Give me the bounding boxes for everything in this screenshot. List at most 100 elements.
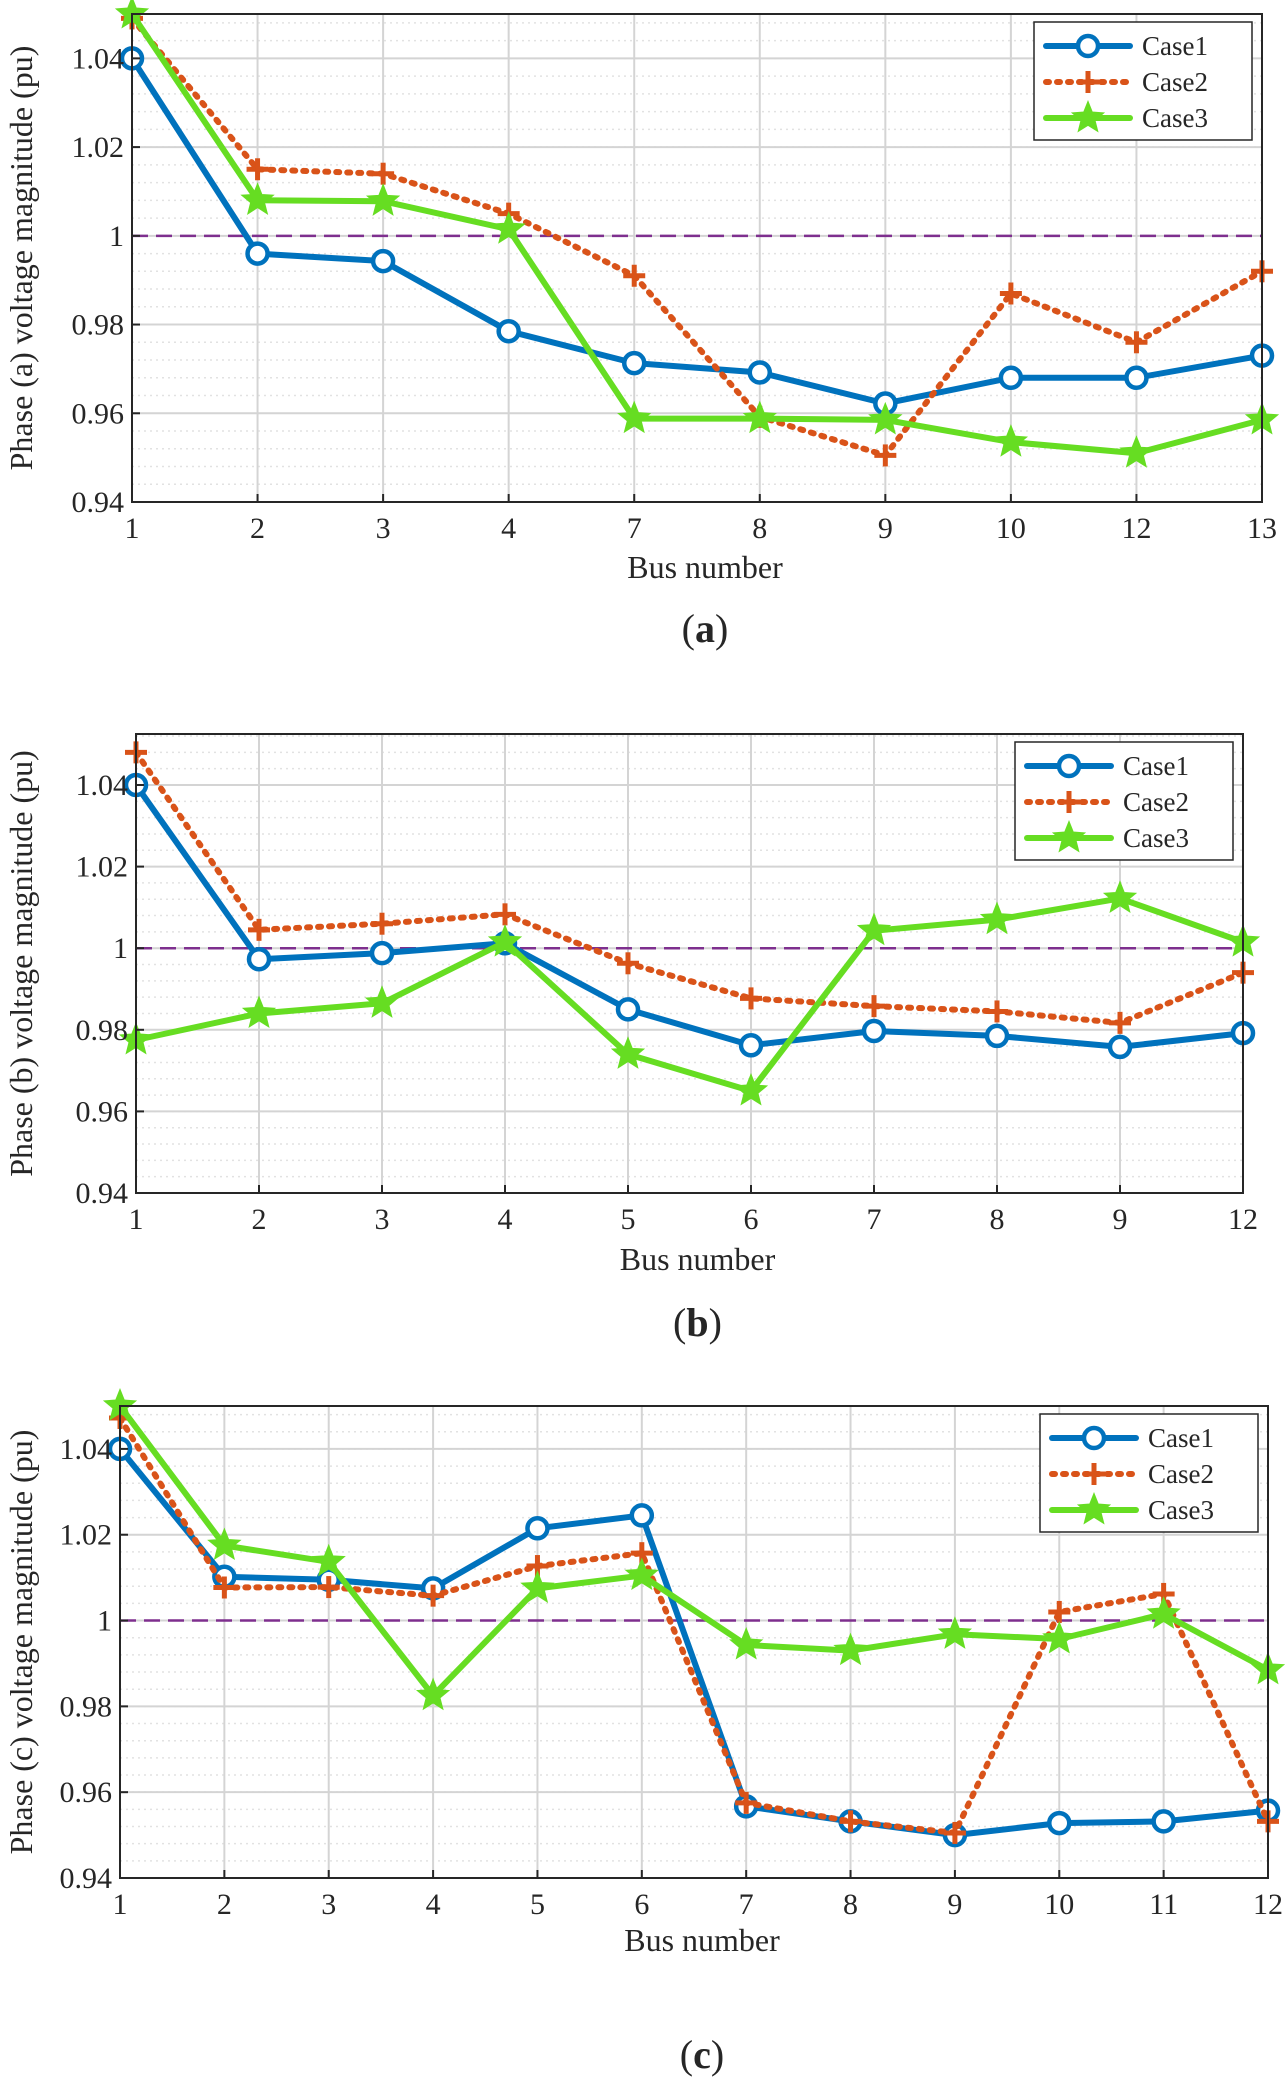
x-tick-label: 4	[498, 1203, 513, 1236]
data-point	[365, 183, 401, 216]
y-tick-label: 1.04	[60, 1433, 113, 1466]
series-line	[129, 11, 1265, 457]
data-point	[984, 1023, 1010, 1049]
series-line	[117, 1445, 1271, 1839]
y-axis-title: Phase (b) voltage magnitude (pu)	[3, 750, 39, 1177]
y-tick-label: 0.98	[72, 309, 125, 342]
x-axis-title: Bus number	[627, 549, 783, 585]
legend: Case1 Case2 Case3	[1014, 741, 1234, 861]
legend-label: Case3	[1148, 1495, 1214, 1525]
x-tick-label: 12	[1121, 512, 1151, 545]
x-tick-label: 8	[843, 1888, 858, 1921]
data-point	[246, 946, 272, 972]
axes-box	[131, 13, 1263, 503]
data-point	[1125, 331, 1148, 354]
x-tick-label: 8	[752, 512, 767, 545]
legend-item-case2: Case2	[1043, 67, 1208, 97]
legend-label: Case1	[1148, 1423, 1214, 1453]
legend-marker	[1051, 819, 1087, 853]
data-point	[520, 1570, 555, 1603]
data-point	[747, 360, 773, 385]
axes-box	[135, 733, 1244, 1194]
x-tick-label: 10	[996, 512, 1026, 545]
data-point	[207, 1527, 242, 1561]
x-tick-label: 1	[129, 1203, 144, 1236]
legend-marker	[1058, 791, 1080, 813]
x-tick-label: 12	[1228, 1203, 1258, 1236]
data-point	[248, 918, 270, 941]
legend-item-case1: Case1	[1049, 1423, 1214, 1453]
data-point	[863, 995, 885, 1018]
data-point	[1109, 1011, 1131, 1034]
x-tick-label: 7	[867, 1203, 882, 1236]
x-tick-label: 1	[125, 512, 140, 545]
legend-item-case1: Case1	[1024, 751, 1189, 781]
data-point	[610, 1036, 646, 1069]
legend-item-case1: Case1	[1043, 31, 1208, 61]
data-point	[839, 1810, 862, 1833]
data-point	[861, 1018, 887, 1044]
x-tick-label: 6	[634, 1888, 649, 1921]
data-point	[733, 1072, 769, 1106]
x-tick-label: 3	[321, 1888, 336, 1921]
data-point	[415, 1677, 451, 1711]
x-tick-label: 2	[217, 1888, 232, 1921]
x-tick-label: 2	[250, 512, 265, 545]
y-tick-label: 1	[113, 932, 128, 965]
x-tick-label: 3	[375, 1203, 390, 1236]
y-tick-label: 1.04	[72, 42, 125, 75]
legend-label: Case2	[1123, 787, 1189, 817]
data-point	[986, 1000, 1008, 1023]
data-point	[317, 1576, 340, 1599]
x-tick-label: 8	[990, 1203, 1005, 1236]
legend-item-case2: Case2	[1049, 1459, 1214, 1489]
x-tick-label: 9	[878, 512, 893, 545]
panel-caption: (c)	[680, 2032, 724, 2077]
y-tick-label: 1.02	[72, 131, 125, 164]
data-point	[729, 1626, 764, 1660]
data-point	[371, 912, 393, 935]
series-line	[133, 749, 1246, 1026]
legend-marker	[1076, 1491, 1112, 1525]
data-point	[868, 401, 903, 435]
data-point	[1048, 1600, 1071, 1623]
y-tick-label: 0.96	[60, 1776, 113, 1809]
x-tick-label: 4	[501, 512, 516, 545]
legend-label: Case2	[1148, 1459, 1214, 1489]
y-axis-title: Phase (c) voltage magnitude (pu)	[3, 1430, 39, 1855]
x-tick-label: 11	[1149, 1888, 1178, 1921]
legend-item-case3: Case3	[1043, 99, 1208, 133]
data-point	[422, 1584, 445, 1607]
x-tick-label: 2	[252, 1203, 267, 1236]
x-tick-label: 13	[1247, 512, 1277, 545]
x-tick-label: 4	[426, 1888, 441, 1921]
series-line	[117, 1415, 1271, 1836]
data-point	[740, 987, 762, 1010]
data-point	[1119, 435, 1154, 468]
x-tick-label: 7	[739, 1888, 754, 1921]
data-point	[937, 1616, 973, 1649]
data-point	[213, 1576, 236, 1599]
data-point	[738, 1033, 764, 1058]
data-point	[370, 248, 396, 274]
legend-label: Case1	[1142, 31, 1208, 61]
legend-label: Case3	[1123, 823, 1189, 853]
data-point	[623, 264, 646, 287]
legend-item-case3: Case3	[1049, 1491, 1214, 1525]
data-point	[1042, 1620, 1077, 1654]
legend-marker	[1083, 1463, 1105, 1485]
data-point	[999, 282, 1022, 305]
legend-marker	[1075, 33, 1101, 59]
x-tick-label: 5	[621, 1203, 636, 1236]
data-point	[245, 241, 270, 266]
data-point	[1146, 1596, 1181, 1629]
series-line	[129, 15, 1265, 459]
data-point	[241, 995, 277, 1029]
data-point	[1107, 1034, 1133, 1060]
data-point	[998, 365, 1024, 391]
data-point	[943, 1821, 966, 1844]
legend-label: Case1	[1123, 751, 1189, 781]
y-tick-label: 1.02	[60, 1519, 113, 1552]
